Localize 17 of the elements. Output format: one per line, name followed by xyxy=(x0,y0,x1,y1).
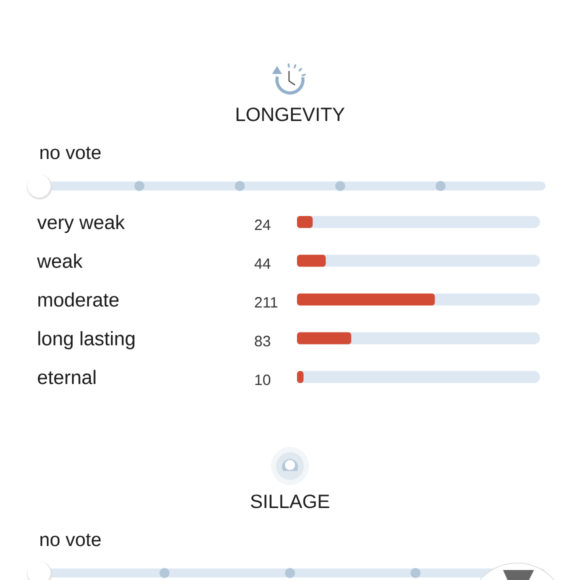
bar xyxy=(297,216,313,228)
text: SILLAGE xyxy=(250,494,330,508)
y-tick-label: eternal xyxy=(38,370,96,384)
text: no vote xyxy=(40,146,101,160)
y-tick-label: moderate xyxy=(38,292,119,307)
bar xyxy=(297,254,326,267)
bar xyxy=(297,332,352,344)
text: no vote xyxy=(40,534,101,546)
data-label: 24 xyxy=(254,220,270,230)
y-tick-label: very weak xyxy=(37,214,125,234)
y-tick-label: long lasting xyxy=(38,331,134,350)
y-tick-label: weak xyxy=(37,254,83,268)
data-label: 211 xyxy=(254,297,278,308)
chart-title: LONGEVITY xyxy=(236,108,345,122)
data-label: 44 xyxy=(254,258,270,269)
data-label: 10 xyxy=(255,374,270,386)
data-label: 83 xyxy=(254,336,270,346)
